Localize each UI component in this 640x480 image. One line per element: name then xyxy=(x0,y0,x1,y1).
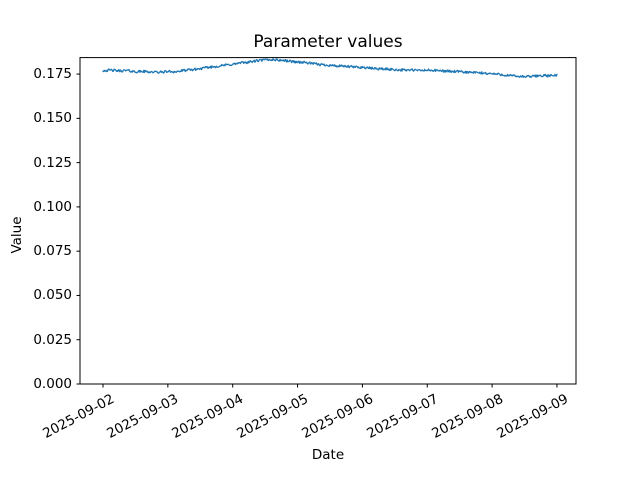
y-axis-label: Value xyxy=(9,216,25,254)
y-tick-label: 0.100 xyxy=(33,198,72,215)
y-tick-label: 0.175 xyxy=(33,66,72,83)
x-axis-label: Date xyxy=(311,447,345,463)
y-tick-label: 0.025 xyxy=(33,331,72,348)
chart-line xyxy=(102,58,558,79)
y-tick-label: 0.075 xyxy=(33,243,72,260)
y-tick-label: 0.125 xyxy=(33,154,72,171)
y-tick-label: 0.000 xyxy=(33,376,72,392)
chart-title: Parameter values xyxy=(253,32,403,52)
axes-border xyxy=(79,57,577,385)
y-tick-label: 0.150 xyxy=(33,110,72,127)
y-tick-label: 0.050 xyxy=(33,287,72,304)
